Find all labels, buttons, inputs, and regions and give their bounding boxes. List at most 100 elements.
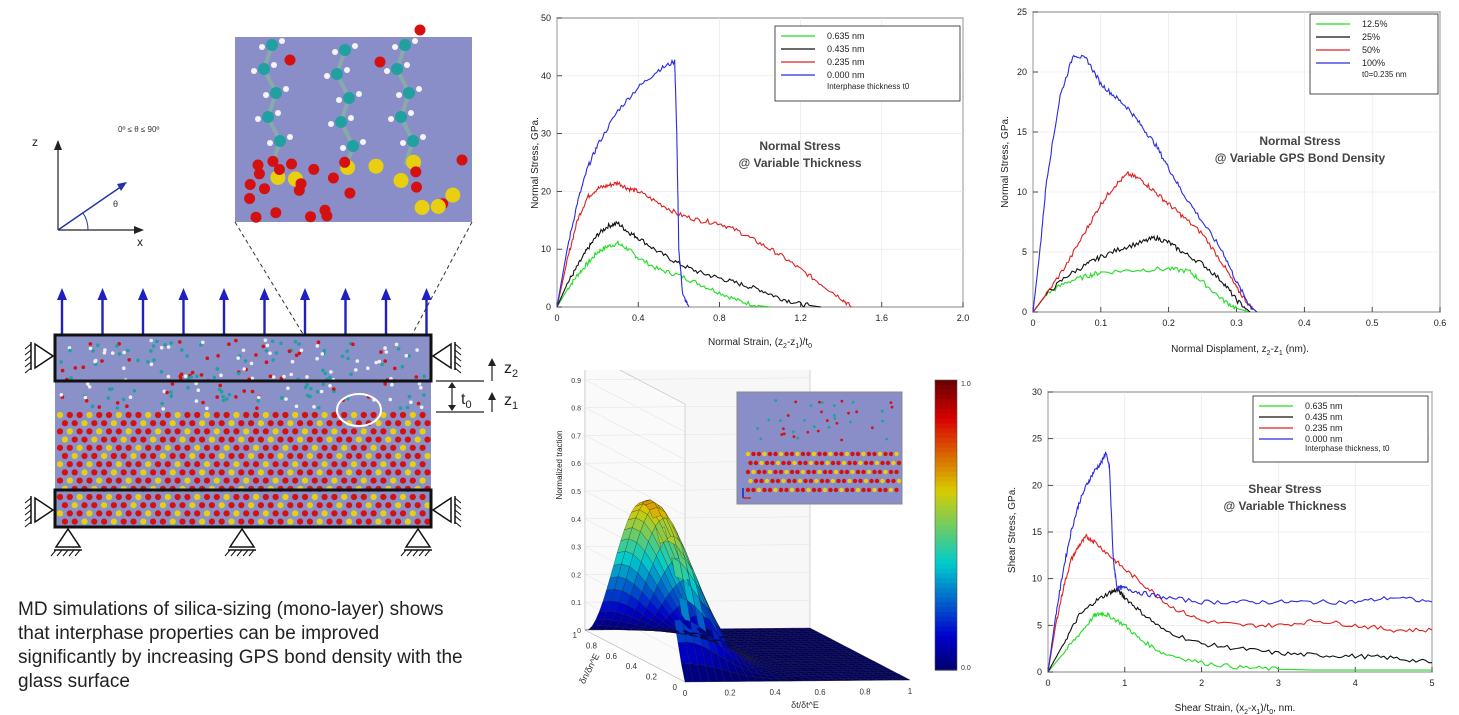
chart-legend <box>1309 13 1439 95</box>
caption-line-3: significantly by increasing GPS bond den… <box>18 647 463 668</box>
colorbar-max-label: 1.0 <box>961 381 971 388</box>
y-tick-label: 15 <box>1017 127 1027 137</box>
coordinate-axes: z x θ <box>32 135 144 249</box>
t0-label: t <box>461 391 466 408</box>
chart1-subtitle: @ Variable Thickness <box>738 156 861 170</box>
x-tick-label: 0.6 <box>1434 318 1447 328</box>
y-tick-label: 1 <box>573 631 578 640</box>
legend-label: 0.000 nm <box>827 70 865 80</box>
z2-subscript: 2 <box>512 368 518 380</box>
x-tick-label: 1 <box>908 687 913 696</box>
series-line <box>1032 265 1251 313</box>
y-tick-label: 10 <box>541 244 551 254</box>
legend-label: 12.5% <box>1362 19 1388 29</box>
z-tick-label: 0.2 <box>571 572 581 579</box>
y-tick-label: 0.2 <box>646 673 658 682</box>
x-tick-label: 0.5 <box>1366 318 1379 328</box>
x-tick-label: 0.4 <box>632 313 645 323</box>
z-tick-label: 0.7 <box>571 433 581 440</box>
legend-note: Interphase thickness, t0 <box>1305 444 1390 453</box>
colorbar-min-label: 0.0 <box>961 665 971 672</box>
traction-surface-chart: 00.10.20.30.40.50.60.70.80.9100.20.40.60… <box>555 370 971 710</box>
chart2-subtitle: @ Variable GPS Bond Density <box>1215 151 1386 165</box>
y-tick-label: 50 <box>541 13 551 23</box>
series-line <box>1047 451 1433 673</box>
y-tick-label: 20 <box>1032 480 1042 490</box>
chart3-subtitle: @ Variable Thickness <box>1223 499 1346 513</box>
legend-label: 0.435 nm <box>827 44 865 54</box>
x-tick-label: 0 <box>1045 678 1050 688</box>
x-tick-label: 0.1 <box>1095 318 1108 328</box>
chart-legend <box>774 25 961 102</box>
x-tick-label: 0.2 <box>724 689 736 698</box>
y-tick-label: 40 <box>541 71 551 81</box>
svg-text:z1: z1 <box>504 392 518 412</box>
thickness-markers: z2 z1 t0 <box>436 358 518 413</box>
load-arrows <box>57 288 432 335</box>
x-tick-label: 2.0 <box>957 313 970 323</box>
chart4-ylabel: δn/δn^E <box>577 652 601 686</box>
x-tick-label: 5 <box>1429 678 1434 688</box>
x-tick-label: 0.3 <box>1230 318 1243 328</box>
x-tick-label: 4 <box>1353 678 1358 688</box>
y-tick-label: 5 <box>1022 247 1027 257</box>
legend-label: 0.235 nm <box>827 57 865 67</box>
y-tick-label: 25 <box>1017 7 1027 17</box>
shear-stress-thickness-chart: 0 1 2 3 4 5 0 5 10 15 20 25 30 0.635 nm0.435 nm0.235… <box>1007 387 1435 715</box>
series-line <box>556 180 852 308</box>
y-tick-label: 0 <box>673 683 678 692</box>
colorbar <box>934 379 958 671</box>
legend-note: Interphase thickness t0 <box>827 82 910 91</box>
chart4-xlabel: δt/δt^E <box>791 700 819 710</box>
svg-text:t0: t0 <box>461 391 472 411</box>
legend-label: 25% <box>1362 32 1380 42</box>
y-tick-label: 0 <box>1022 307 1027 317</box>
series-line <box>1032 170 1258 313</box>
x-axis-label: x <box>137 235 143 249</box>
legend-label: 0.235 nm <box>1305 423 1343 433</box>
z2-label: z <box>504 360 512 377</box>
y-tick-label: 0.6 <box>606 652 618 661</box>
svg-text:z2: z2 <box>504 360 518 380</box>
z1-subscript: 1 <box>512 400 518 412</box>
x-tick-label: 1 <box>1122 678 1127 688</box>
z-axis-label: z <box>32 135 38 149</box>
z-tick-label: 0.3 <box>571 545 581 552</box>
series-line <box>1047 611 1432 673</box>
x-tick-label: 0.4 <box>1298 318 1311 328</box>
normal-stress-thickness-chart: 0 0.4 0.8 1.2 1.6 2.0 0 10 20 30 40 50 0.635 nm 0.43… <box>530 13 970 350</box>
z-tick-label: 0.6 <box>571 461 581 468</box>
chart2-xlabel: Normal Displament, z2-z1 (nm). <box>1171 344 1309 357</box>
x-tick-label: 0.8 <box>713 313 726 323</box>
chart2-title: Normal Stress <box>1259 134 1341 148</box>
chart4-zlabel: Normalized traction <box>555 431 564 500</box>
legend-label: 0.635 nm <box>827 31 865 41</box>
y-tick-label: 0.4 <box>626 662 638 671</box>
legend-label: 50% <box>1362 45 1380 55</box>
y-tick-label: 0 <box>546 302 551 312</box>
molecular-inset-image <box>235 24 472 223</box>
x-tick-label: 1.6 <box>876 313 889 323</box>
chart3-ylabel: Shear Stress, GPa. <box>1007 487 1018 573</box>
y-tick-label: 0 <box>1037 667 1042 677</box>
legend-label: 0.000 nm <box>1305 434 1343 444</box>
legend-note: t0=0.235 nm <box>1362 70 1407 79</box>
series-line <box>1047 587 1432 673</box>
normal-stress-density-chart: 0 0.1 0.2 0.3 0.4 0.5 0.6 0 5 10 15 20 25 12.5% 25% 50… <box>1000 7 1447 357</box>
x-tick-label: 0.4 <box>769 688 781 697</box>
y-tick-label: 30 <box>541 129 551 139</box>
chart1-ylabel: Normal Stress, GPa. <box>530 117 541 209</box>
x-tick-label: 0.8 <box>859 687 871 696</box>
z-tick-label: 0.5 <box>571 489 581 496</box>
legend-label: 0.435 nm <box>1305 412 1343 422</box>
z-tick-label: 0 <box>577 628 581 635</box>
t0-subscript: 0 <box>465 399 471 411</box>
theta-label: θ <box>113 199 118 209</box>
z-tick-label: 0.9 <box>571 378 581 385</box>
x-tick-label: 0 <box>683 689 688 698</box>
x-tick-label: 3 <box>1276 678 1281 688</box>
chart1-title: Normal Stress <box>759 139 841 153</box>
caption-line-2: that interphase properties can be improv… <box>18 623 380 644</box>
chart3-title: Shear Stress <box>1248 482 1322 496</box>
chart2-ylabel: Normal Stress, GPa. <box>1000 116 1011 208</box>
